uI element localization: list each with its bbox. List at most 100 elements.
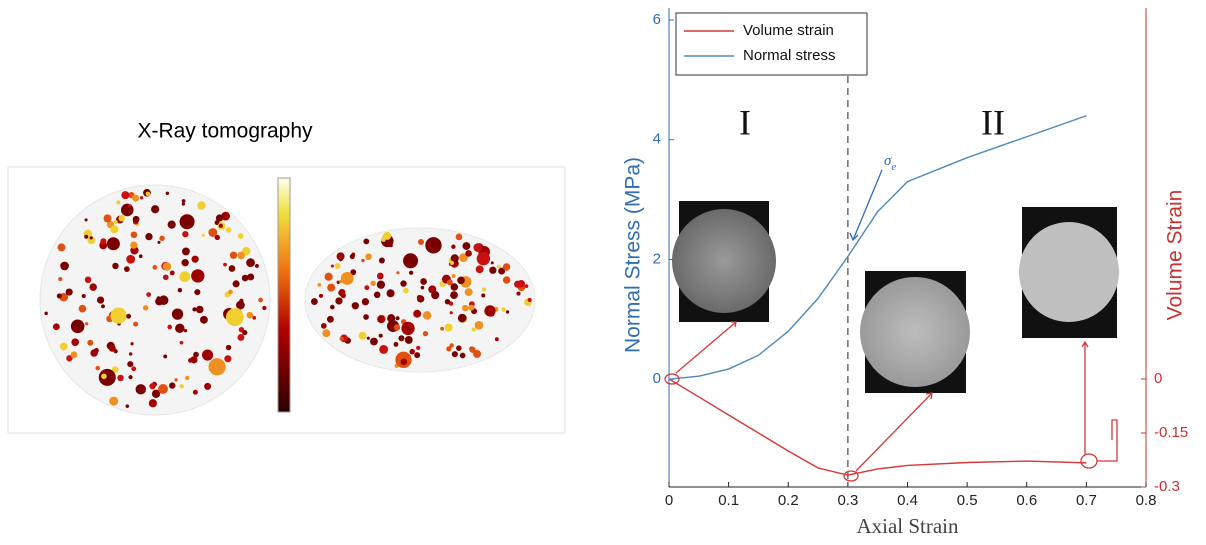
pore bbox=[181, 259, 189, 267]
region-label: I bbox=[739, 102, 751, 142]
pore bbox=[110, 307, 127, 324]
pore bbox=[247, 273, 255, 281]
pore bbox=[246, 311, 254, 319]
pore bbox=[78, 304, 87, 313]
pore bbox=[398, 335, 405, 342]
pore bbox=[229, 251, 238, 259]
pore bbox=[70, 319, 85, 334]
pore bbox=[450, 291, 458, 300]
pore bbox=[218, 223, 223, 228]
pore bbox=[444, 299, 451, 305]
pore bbox=[246, 258, 255, 268]
pore bbox=[324, 272, 333, 281]
pore bbox=[422, 311, 432, 320]
pore bbox=[56, 293, 62, 299]
pore bbox=[60, 261, 69, 271]
pore bbox=[457, 276, 465, 285]
pore bbox=[322, 329, 331, 338]
pore bbox=[185, 375, 190, 381]
pore bbox=[85, 322, 89, 326]
pore bbox=[89, 283, 97, 291]
pore bbox=[118, 215, 125, 222]
pore bbox=[116, 200, 121, 205]
pore bbox=[146, 292, 152, 297]
pore bbox=[121, 191, 130, 200]
pore bbox=[177, 287, 183, 293]
pore bbox=[351, 302, 359, 310]
pore bbox=[225, 344, 232, 351]
pore bbox=[400, 280, 407, 287]
pore bbox=[403, 287, 409, 294]
pore bbox=[431, 291, 440, 300]
pore bbox=[451, 351, 458, 358]
pore bbox=[455, 233, 463, 241]
pore bbox=[71, 338, 80, 347]
pore bbox=[100, 238, 107, 245]
pore bbox=[181, 199, 186, 203]
pore bbox=[85, 231, 89, 235]
pore bbox=[350, 269, 357, 276]
pore bbox=[223, 262, 227, 267]
pore bbox=[106, 237, 120, 251]
pore bbox=[416, 345, 421, 351]
callout-circle bbox=[664, 373, 680, 385]
pore bbox=[338, 289, 346, 297]
pore bbox=[171, 308, 184, 320]
pore bbox=[148, 399, 157, 408]
pore bbox=[109, 396, 119, 406]
pore bbox=[127, 361, 134, 368]
pore bbox=[498, 267, 506, 275]
pore bbox=[420, 278, 427, 285]
pore bbox=[373, 291, 381, 299]
legend-label: Normal stress bbox=[743, 47, 836, 64]
pore bbox=[474, 320, 484, 330]
pore bbox=[377, 315, 385, 324]
ct-insets bbox=[672, 201, 1119, 393]
pore bbox=[389, 243, 393, 248]
pore bbox=[181, 202, 185, 206]
pore bbox=[131, 366, 137, 372]
pore bbox=[87, 339, 94, 346]
pore bbox=[158, 384, 168, 394]
pore bbox=[128, 352, 133, 356]
x-tick-label: 0.7 bbox=[1076, 492, 1097, 509]
pore bbox=[502, 263, 511, 271]
pore bbox=[96, 296, 105, 304]
pore bbox=[237, 334, 245, 341]
pore bbox=[326, 315, 334, 323]
pore bbox=[489, 266, 497, 274]
pore bbox=[363, 238, 370, 245]
pore bbox=[201, 233, 205, 237]
pore bbox=[451, 273, 456, 278]
pore bbox=[378, 333, 383, 338]
sample-top-view bbox=[39, 184, 271, 416]
pore bbox=[422, 330, 429, 337]
pore bbox=[225, 227, 232, 233]
pore bbox=[476, 251, 491, 266]
pore bbox=[130, 241, 138, 249]
sigma-symbol: σ bbox=[884, 153, 892, 169]
pore bbox=[65, 288, 73, 296]
pore bbox=[128, 375, 133, 380]
pore bbox=[524, 284, 529, 288]
pore bbox=[254, 263, 259, 268]
pore bbox=[425, 237, 442, 254]
pore bbox=[400, 358, 408, 366]
pore bbox=[494, 337, 499, 342]
pore bbox=[208, 228, 218, 237]
pore bbox=[252, 316, 257, 320]
pore bbox=[527, 297, 532, 303]
pore bbox=[516, 291, 521, 296]
pore bbox=[236, 300, 245, 310]
pore bbox=[179, 384, 184, 389]
pore bbox=[471, 327, 476, 332]
callouts bbox=[664, 321, 1118, 482]
pore bbox=[165, 191, 170, 196]
callout-arrow bbox=[1081, 340, 1118, 462]
series-line bbox=[668, 115, 1087, 380]
y-tick-label: 4 bbox=[653, 131, 661, 148]
pore bbox=[145, 232, 153, 241]
pore bbox=[163, 354, 168, 359]
y-axis-label: Normal Stress (MPa) bbox=[622, 157, 645, 353]
tomography-render bbox=[39, 177, 536, 416]
